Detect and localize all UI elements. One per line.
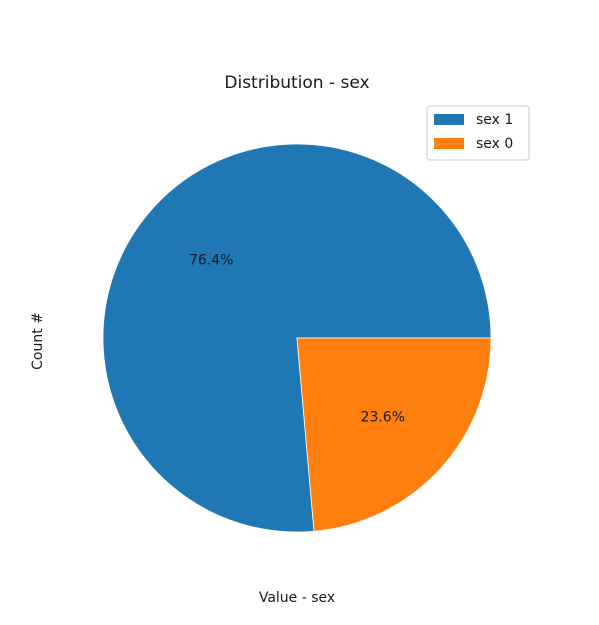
legend-swatch [434, 138, 464, 149]
y-axis-label: Count # [30, 312, 46, 370]
pie-slice-sex-0 [296, 337, 492, 532]
legend: sex 1 sex 0 [426, 105, 530, 161]
chart-title: Distribution - sex [224, 73, 369, 93]
slice-percent-label: 23.6% [361, 410, 405, 426]
legend-label: sex 0 [476, 136, 513, 152]
legend-swatch [434, 114, 464, 125]
x-axis-label: Value - sex [259, 590, 335, 606]
pie-slices [102, 143, 492, 533]
legend-label: sex 1 [476, 112, 513, 128]
pie-slice-labels: 76.4% 23.6% [189, 252, 405, 425]
legend-entries: sex 1 sex 0 [434, 112, 513, 152]
slice-percent-label: 76.4% [189, 252, 233, 268]
